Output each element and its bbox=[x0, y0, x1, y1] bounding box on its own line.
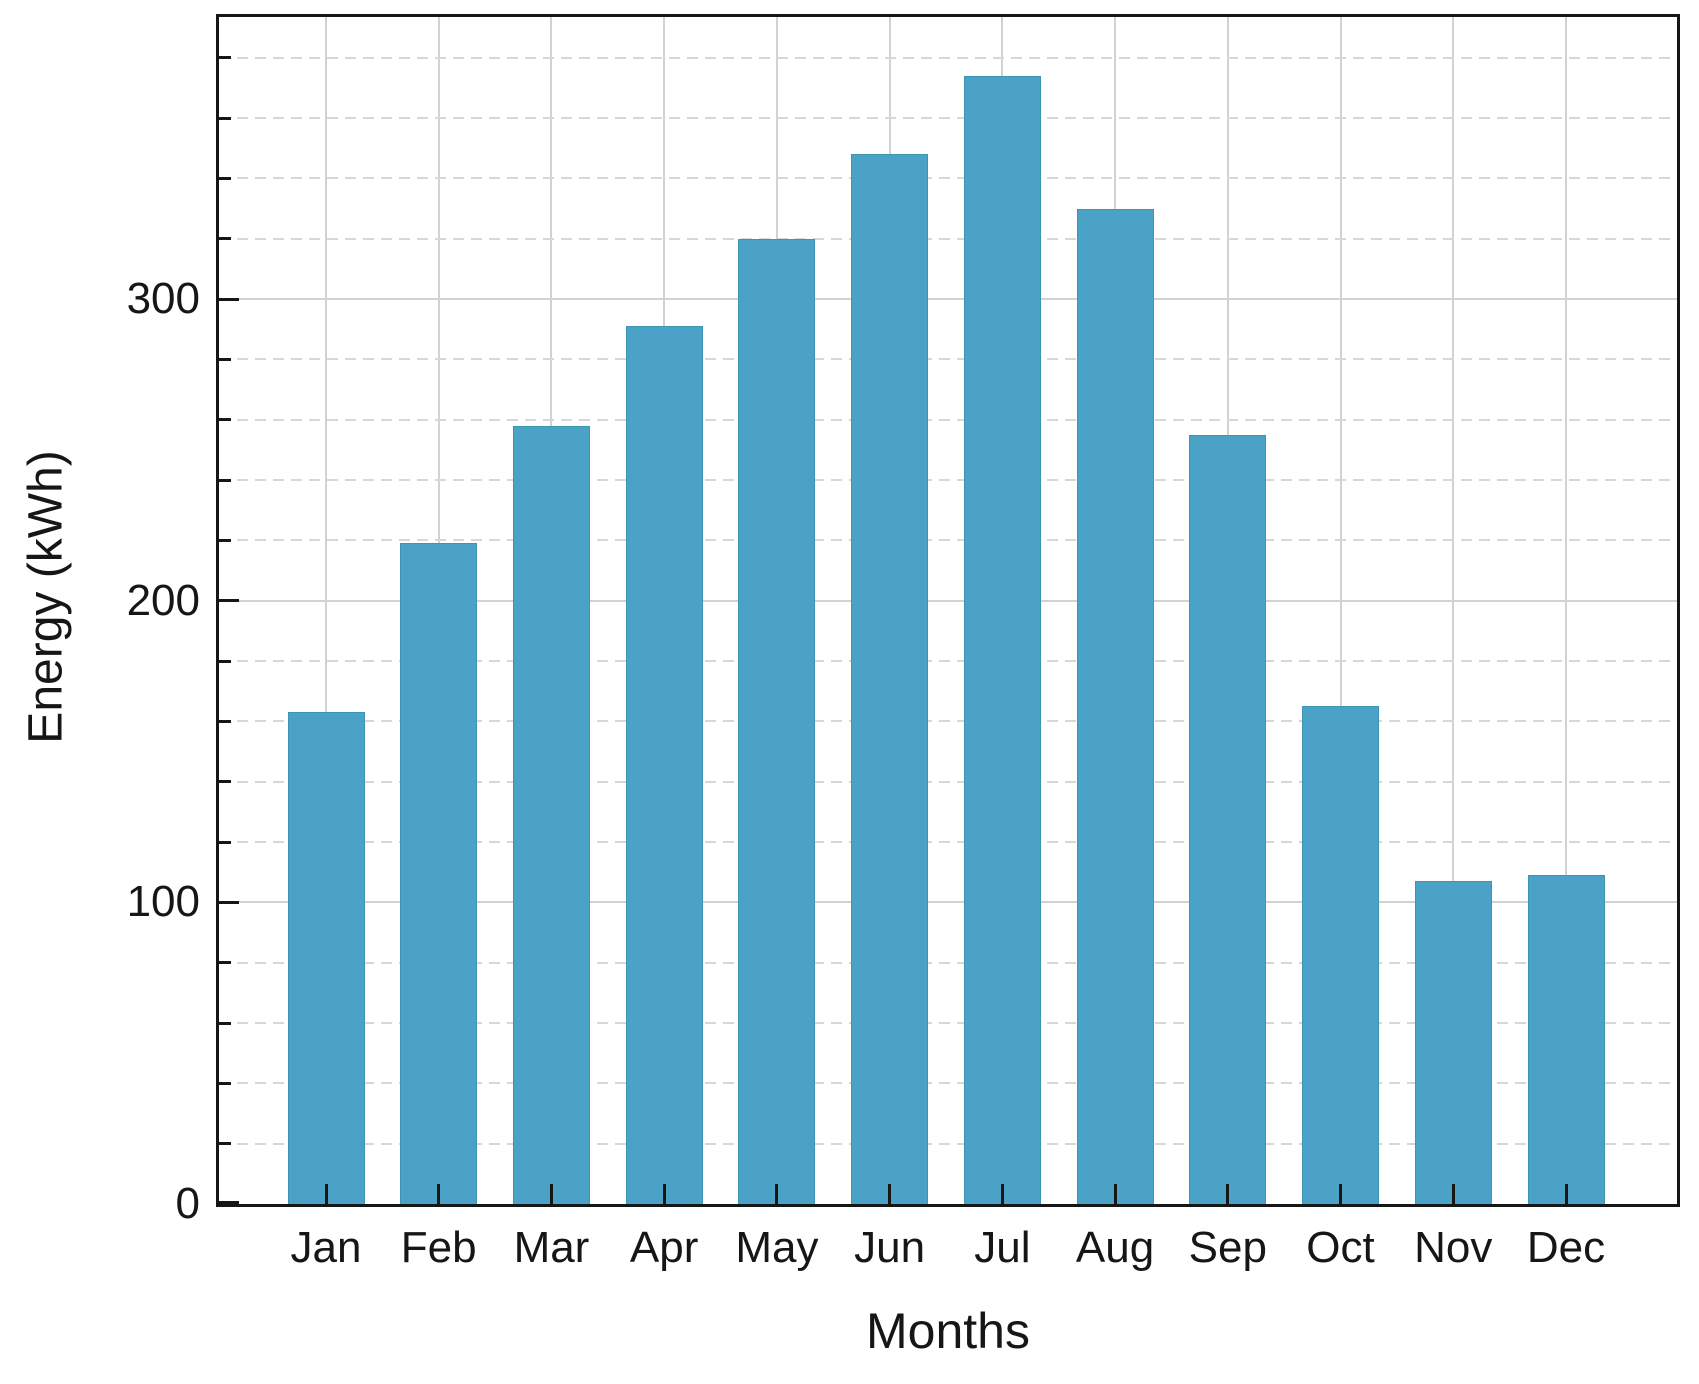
bar-jul bbox=[963, 75, 1041, 1204]
x-tick bbox=[324, 1184, 328, 1204]
bar-jan bbox=[287, 712, 365, 1204]
y-minor-tick bbox=[219, 659, 231, 663]
major-gridline bbox=[219, 901, 1677, 904]
x-tick bbox=[1564, 1184, 1568, 1204]
y-major-tick bbox=[219, 1201, 239, 1204]
y-minor-tick bbox=[219, 538, 231, 542]
y-tick-label: 200 bbox=[126, 575, 200, 625]
bar-sep bbox=[1189, 434, 1267, 1204]
y-minor-tick bbox=[219, 357, 231, 361]
y-tick-label: 300 bbox=[126, 274, 200, 324]
x-tick bbox=[437, 1184, 441, 1204]
minor-gridline bbox=[219, 720, 1677, 723]
x-tick-label: Nov bbox=[1414, 1223, 1493, 1272]
x-tick bbox=[1113, 1184, 1117, 1204]
minor-gridline bbox=[219, 177, 1677, 180]
minor-gridline bbox=[219, 1142, 1677, 1145]
x-axis-label: Months bbox=[866, 1303, 1030, 1359]
minor-gridline bbox=[219, 841, 1677, 844]
x-tick bbox=[1226, 1184, 1230, 1204]
minor-gridline bbox=[219, 539, 1677, 542]
y-minor-tick bbox=[219, 1081, 231, 1085]
x-tick-label: Apr bbox=[629, 1223, 699, 1272]
minor-gridline bbox=[219, 237, 1677, 240]
x-tick-label: Jan bbox=[290, 1223, 362, 1272]
bar-aug bbox=[1076, 208, 1154, 1204]
y-minor-tick bbox=[219, 56, 231, 60]
bar-oct bbox=[1302, 706, 1380, 1204]
minor-gridline bbox=[219, 961, 1677, 964]
bar-mar bbox=[512, 425, 590, 1204]
x-tick bbox=[1000, 1184, 1004, 1204]
vertical-gridline bbox=[1565, 17, 1567, 1204]
y-minor-tick bbox=[219, 116, 231, 120]
bar-dec bbox=[1527, 875, 1605, 1204]
y-minor-tick bbox=[219, 961, 231, 965]
major-gridline bbox=[219, 599, 1677, 602]
y-minor-tick bbox=[219, 780, 231, 784]
minor-gridline bbox=[219, 117, 1677, 120]
plot-area bbox=[216, 14, 1680, 1207]
major-gridline bbox=[219, 298, 1677, 301]
x-tick bbox=[549, 1184, 553, 1204]
x-tick-label: Jun bbox=[854, 1223, 926, 1272]
x-tick bbox=[1451, 1184, 1455, 1204]
x-tick bbox=[888, 1184, 892, 1204]
y-minor-tick bbox=[219, 418, 231, 422]
minor-gridline bbox=[219, 418, 1677, 421]
vertical-gridline bbox=[1452, 17, 1455, 1204]
y-major-tick bbox=[219, 297, 239, 301]
x-tick-label: Jul bbox=[974, 1223, 1031, 1272]
minor-gridline bbox=[219, 358, 1677, 361]
y-minor-tick bbox=[219, 1142, 231, 1146]
y-minor-tick bbox=[219, 840, 231, 844]
y-minor-tick bbox=[219, 176, 231, 180]
x-tick bbox=[662, 1184, 666, 1204]
bar-jun bbox=[851, 154, 929, 1204]
bar-nov bbox=[1414, 881, 1492, 1204]
x-tick-label: May bbox=[735, 1223, 819, 1272]
y-major-tick bbox=[219, 599, 239, 603]
x-tick-label: Sep bbox=[1188, 1223, 1267, 1272]
y-minor-tick bbox=[219, 719, 231, 723]
bar-feb bbox=[400, 543, 478, 1204]
bar-apr bbox=[625, 326, 703, 1204]
minor-gridline bbox=[219, 660, 1677, 663]
minor-gridline bbox=[219, 1022, 1677, 1025]
minor-gridline bbox=[219, 56, 1677, 59]
bar-may bbox=[738, 238, 816, 1204]
vertical-gridline bbox=[1339, 17, 1342, 1204]
x-tick bbox=[1339, 1184, 1343, 1204]
y-tick-label: 0 bbox=[175, 1179, 200, 1228]
minor-gridline bbox=[219, 780, 1677, 783]
minor-gridline bbox=[219, 479, 1677, 482]
vertical-gridline bbox=[325, 17, 327, 1204]
x-tick-label: Feb bbox=[400, 1223, 477, 1272]
y-minor-tick bbox=[219, 237, 231, 241]
x-tick-label: Aug bbox=[1075, 1223, 1155, 1272]
y-minor-tick bbox=[219, 478, 231, 482]
x-tick-label: Dec bbox=[1526, 1223, 1606, 1272]
x-tick-label: Mar bbox=[513, 1223, 590, 1272]
y-tick-label: 100 bbox=[126, 877, 200, 927]
minor-gridline bbox=[219, 1082, 1677, 1085]
y-minor-tick bbox=[219, 1021, 231, 1025]
x-tick bbox=[775, 1184, 779, 1204]
x-tick-label: Oct bbox=[1306, 1223, 1375, 1272]
y-major-tick bbox=[219, 900, 239, 904]
